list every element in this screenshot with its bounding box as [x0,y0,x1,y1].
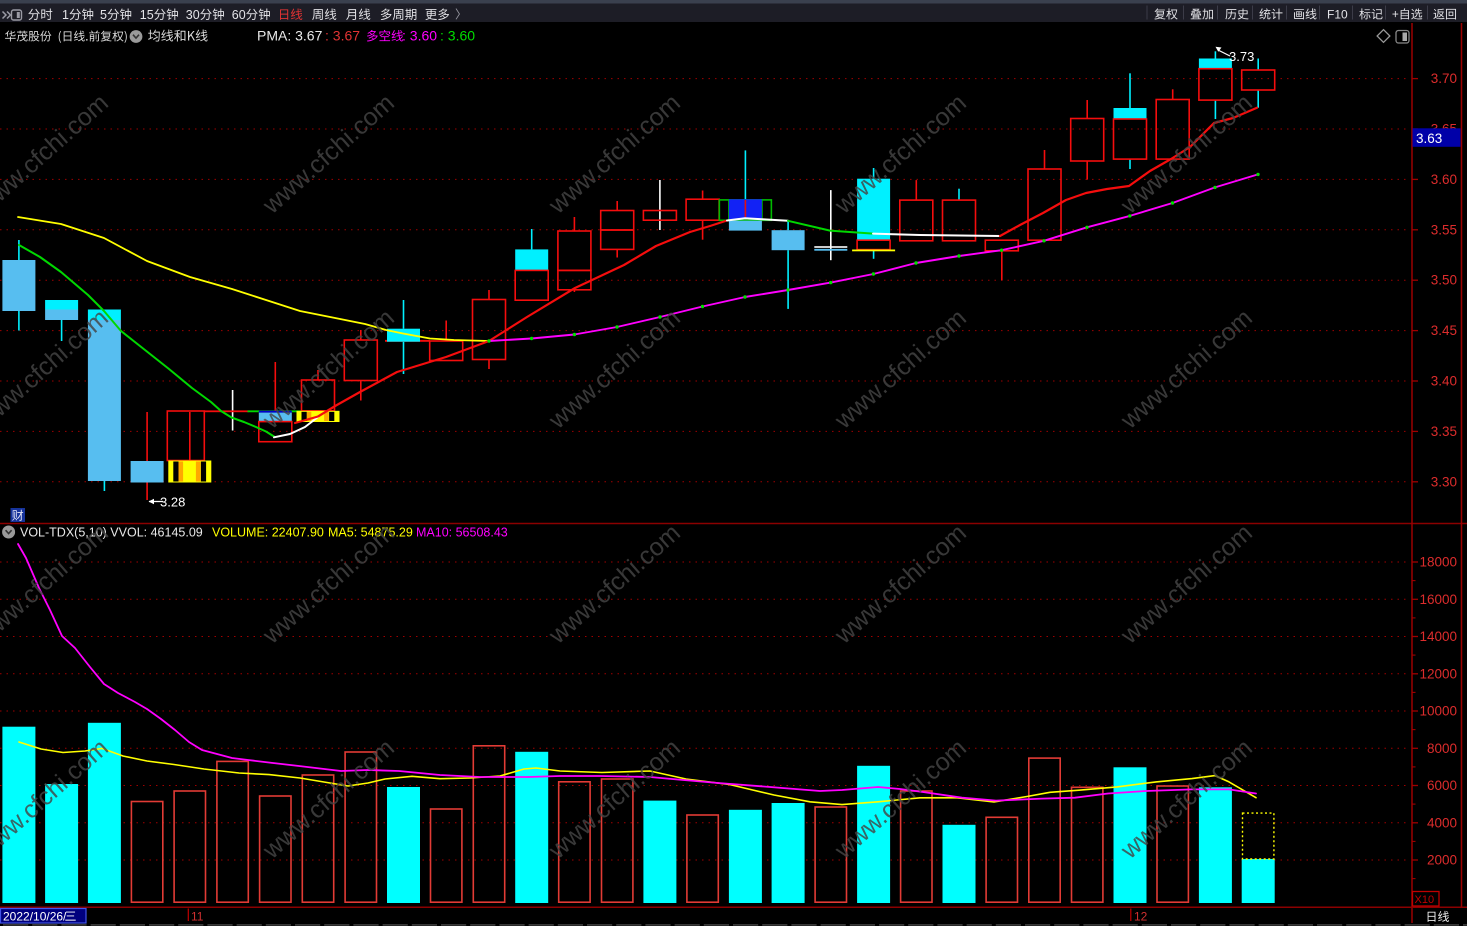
svg-text:5: 5 [100,8,107,22]
svg-text:MA5: 54875.29: MA5: 54875.29 [328,526,413,540]
svg-text:8000: 8000 [1427,741,1457,756]
svg-text:3.35: 3.35 [1431,424,1457,439]
svg-text:3.70: 3.70 [1431,71,1457,86]
svg-text:2022/10/26/: 2022/10/26/ [3,910,67,924]
svg-text:4000: 4000 [1427,815,1457,830]
svg-text:16000: 16000 [1419,592,1457,607]
svg-text:3.30: 3.30 [1431,474,1457,489]
svg-text:3.73: 3.73 [1229,49,1254,64]
svg-text:6: 6 [232,8,239,22]
svg-text:10000: 10000 [1419,704,1457,719]
svg-text:PMA: 3.67: PMA: 3.67 [257,28,323,44]
svg-text:3: 3 [186,8,193,22]
svg-text:0: 0 [193,8,200,22]
svg-text:3.50: 3.50 [1431,273,1457,288]
svg-text:3.40: 3.40 [1431,374,1457,389]
svg-text:3.63: 3.63 [1416,131,1442,146]
svg-text:12000: 12000 [1419,666,1457,681]
svg-text:18000: 18000 [1419,555,1457,570]
svg-text:VOLUME: 22407.90: VOLUME: 22407.90 [212,526,324,540]
svg-text:0: 0 [239,8,246,22]
svg-text:6000: 6000 [1427,778,1457,793]
svg-text:MA10: 56508.43: MA10: 56508.43 [416,526,508,540]
svg-text:X10: X10 [1415,894,1435,906]
svg-text:2000: 2000 [1427,853,1457,868]
svg-text:: 3.60: : 3.60 [440,28,475,44]
svg-text:11: 11 [191,910,204,924]
svg-text:5: 5 [147,8,154,22]
svg-text:3.28: 3.28 [160,495,185,510]
svg-text:14000: 14000 [1419,629,1457,644]
svg-text:1: 1 [62,8,69,22]
svg-text:3.55: 3.55 [1431,222,1457,237]
svg-text:: 3.60: : 3.60 [402,28,437,44]
svg-text:12: 12 [1134,910,1148,924]
svg-text:F10: F10 [1327,8,1348,22]
svg-text:3.45: 3.45 [1431,323,1457,338]
svg-text:: 3.67: : 3.67 [325,28,360,44]
svg-text:3.60: 3.60 [1431,172,1457,187]
svg-text:1: 1 [140,8,147,22]
svg-text:VOL-TDX(5,10) VVOL: 46145.09: VOL-TDX(5,10) VVOL: 46145.09 [20,526,203,540]
